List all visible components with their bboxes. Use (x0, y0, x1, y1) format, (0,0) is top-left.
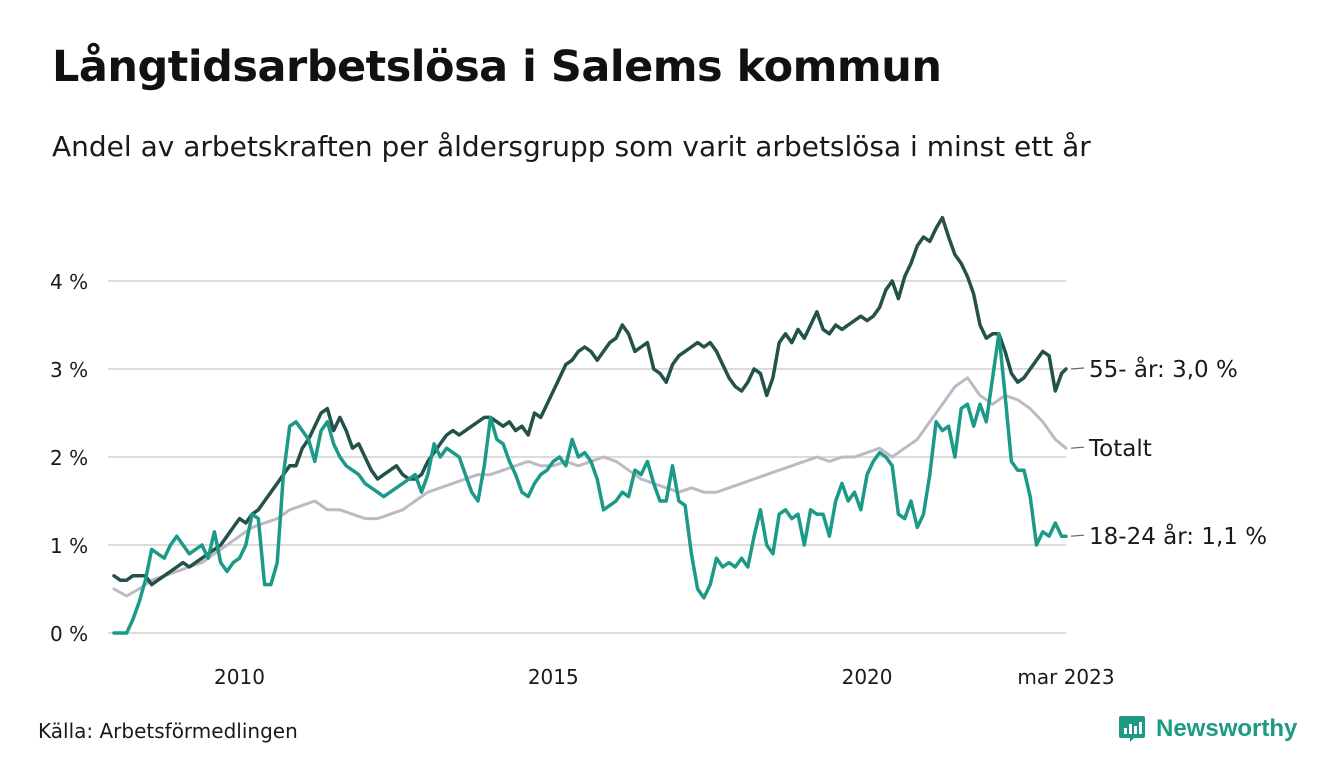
newsworthy-logo: Newsworthy (1118, 714, 1297, 744)
end-label-leader (1070, 367, 1085, 370)
y-tick-label: 3 % (50, 358, 88, 382)
end-label-young: 18-24 år: 1,1 % (1089, 522, 1267, 550)
end-label-older: 55- år: 3,0 % (1089, 355, 1238, 383)
series-line-older (112, 215, 1068, 587)
x-tick-label: mar 2023 (1017, 665, 1114, 689)
chart-subtitle: Andel av arbetskraften per åldersgrupp s… (52, 130, 1091, 163)
x-tick-label: 2020 (842, 665, 893, 689)
series-line-total (112, 376, 1068, 598)
y-tick-label: 4 % (50, 270, 88, 294)
end-labels: Totalt 55- år: 3,0 % 18-24 år: 1,1 % (1070, 355, 1267, 550)
series-line-young (112, 332, 1068, 635)
source-note: Källa: Arbetsförmedlingen (38, 719, 298, 743)
brand-name: Newsworthy (1156, 715, 1298, 742)
end-label-leader (1070, 534, 1085, 537)
chart-title: Långtidsarbetslösa i Salems kommun (52, 42, 942, 92)
x-tick-label: 2015 (528, 665, 579, 689)
x-axis-ticks: 2010 2015 2020 mar 2023 (214, 665, 1115, 689)
y-axis-ticks: 0 % 1 % 2 % 3 % 4 % (50, 270, 88, 646)
end-label-total: Totalt (1088, 436, 1152, 462)
x-tick-label: 2010 (214, 665, 265, 689)
y-tick-label: 0 % (50, 622, 88, 646)
y-tick-label: 2 % (50, 446, 88, 470)
end-label-leader (1070, 446, 1085, 449)
series-lines (112, 215, 1068, 635)
y-tick-label: 1 % (50, 534, 88, 558)
newsworthy-icon (1119, 716, 1145, 742)
